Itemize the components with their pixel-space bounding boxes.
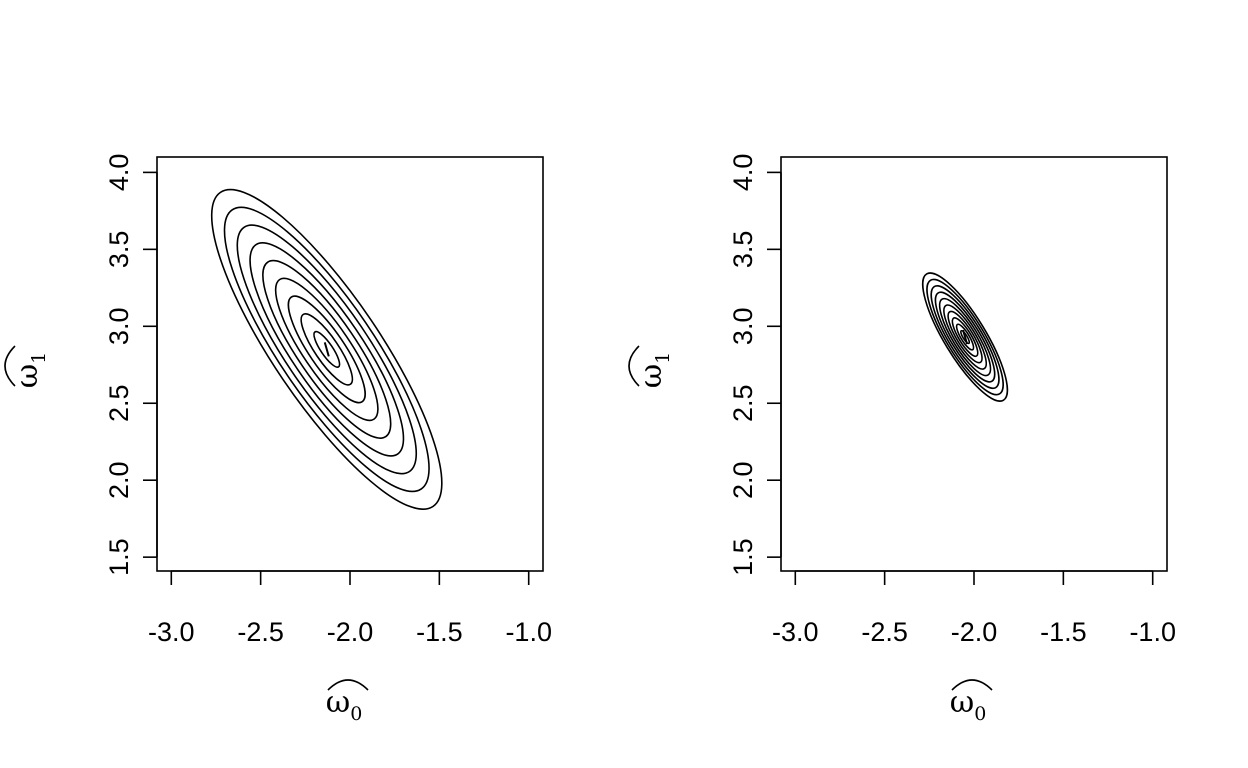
contour-level: [249, 242, 405, 457]
y-axis-label-hat: [628, 345, 640, 387]
y-axis-label-hat: [4, 345, 16, 387]
y-tick-label: 1.5: [104, 538, 134, 576]
plot-frame: [156, 156, 544, 572]
x-axis-label: ω0: [950, 685, 987, 725]
contour-level: [960, 329, 971, 345]
contour-level: [951, 317, 979, 358]
right-contour-panel: -3.0 -2.5 -2.0 -1.5 -1.01.52.02.53.03.54.0ω0…: [628, 154, 1176, 725]
contour-level: [313, 330, 341, 368]
x-tick-label: -1.0: [505, 617, 552, 647]
x-axis-label-base: ω: [326, 685, 350, 720]
x-tick-label: -2.5: [237, 617, 284, 647]
x-tick-label: -2.0: [951, 617, 998, 647]
y-axis-label-base: ω: [634, 364, 669, 388]
y-tick-label: 4.0: [728, 154, 758, 192]
contour-level: [938, 297, 992, 377]
y-axis-label: ω1: [4, 345, 50, 389]
x-tick-label: -3.0: [772, 617, 819, 647]
y-tick-label: 3.0: [728, 308, 758, 346]
contour-level: [930, 285, 1000, 390]
contour-level: [210, 188, 443, 510]
contour-level: [921, 272, 1009, 402]
contour-level: [926, 278, 1004, 396]
left-contour-panel: -3.0 -2.5 -2.0 -1.5 -1.01.52.02.53.03.54.0ω0…: [4, 154, 552, 725]
x-axis-label: ω0: [326, 685, 363, 725]
contour-level: [943, 304, 988, 370]
contour-lines: [210, 188, 443, 510]
x-tick-label: -1.0: [1129, 617, 1176, 647]
x-axis-label-sub: 0: [350, 703, 362, 725]
contour-level: [947, 310, 983, 364]
x-axis-label-base: ω: [950, 685, 974, 720]
x-tick-label: -3.0: [148, 617, 195, 647]
y-axis-label-sub: 1: [652, 352, 674, 364]
y-tick-label: 3.5: [104, 231, 134, 269]
contour-level: [300, 313, 354, 386]
y-tick-label: 2.0: [728, 461, 758, 499]
contour-level: [934, 291, 996, 383]
x-tick-label: -1.5: [416, 617, 463, 647]
y-axis-label-base: ω: [10, 364, 45, 388]
contour-level: [262, 259, 392, 439]
x-axis-label-hat: [327, 679, 369, 691]
contour-level: [223, 206, 430, 493]
mode-mark: [962, 329, 969, 345]
y-tick-label: 1.5: [728, 538, 758, 576]
y-tick-label: 3.5: [728, 231, 758, 269]
y-axis-label-text: ω1: [10, 352, 50, 389]
mode-mark: [323, 342, 330, 357]
x-axis-label-hat: [951, 679, 993, 691]
x-axis-label-sub: 0: [974, 703, 986, 725]
contour-level: [955, 323, 975, 351]
y-axis-label-text: ω1: [634, 352, 674, 389]
contour-level: [274, 277, 379, 422]
x-tick-label: -2.0: [327, 617, 374, 647]
y-tick-label: 2.0: [104, 461, 134, 499]
y-tick-label: 4.0: [104, 154, 134, 192]
contour-level: [236, 224, 418, 475]
x-tick-label: -2.5: [861, 617, 908, 647]
y-axis-label: ω1: [628, 345, 674, 389]
y-tick-label: 2.5: [104, 384, 134, 422]
y-tick-label: 3.0: [104, 308, 134, 346]
contour-lines: [921, 272, 1009, 402]
x-tick-label: -1.5: [1040, 617, 1087, 647]
contour-level: [287, 295, 366, 404]
y-axis-label-sub: 1: [28, 352, 50, 364]
y-tick-label: 2.5: [728, 384, 758, 422]
